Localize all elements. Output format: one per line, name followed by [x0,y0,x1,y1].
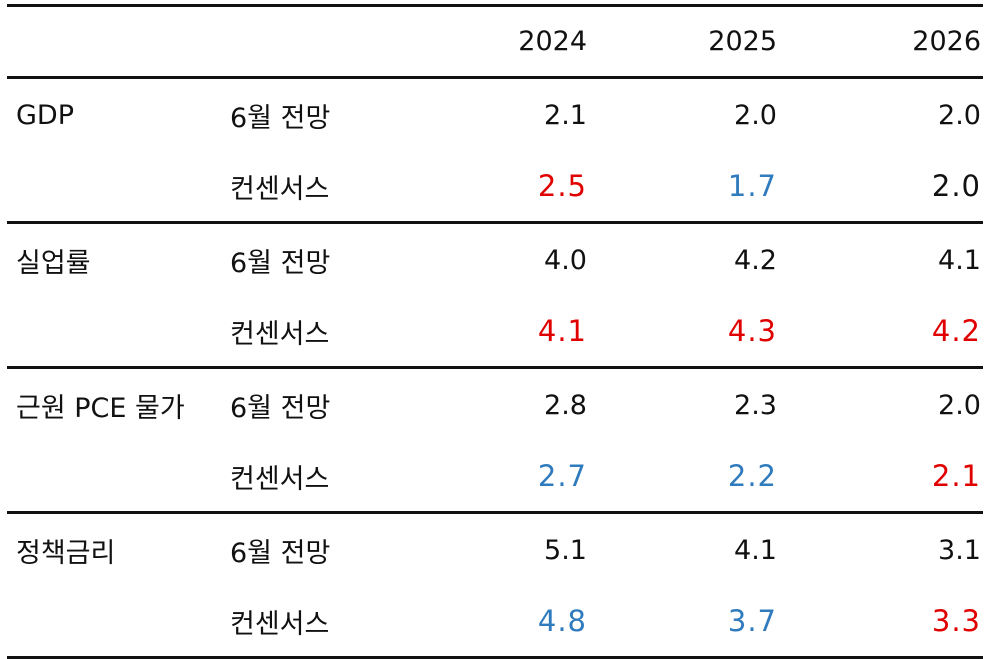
table-header: 2024 2025 2026 [7,5,983,78]
header-empty-cell [220,6,393,78]
forecast-value: 4.2 [734,244,777,276]
series-label: 6월 전망 [230,392,331,424]
forecast-value: 4.1 [938,244,981,276]
empty-cell [7,442,220,513]
forecast-value: 4.1 [734,534,777,566]
indicator-label: GDP [16,99,74,131]
empty-cell [7,152,220,223]
indicator-group-policy-rate: 정책금리 6월 전망 5.1 4.1 3.1 컨센서스 4.8 3.7 3.3 [7,512,983,658]
consensus-value: 4.1 [537,314,587,349]
consensus-value: 2.0 [931,169,981,204]
indicator-label: 정책금리 [16,537,116,569]
consensus-value: 2.2 [727,459,777,494]
consensus-value: 3.7 [727,604,777,639]
consensus-value: 4.2 [931,314,981,349]
consensus-value: 4.3 [727,314,777,349]
series-label: 컨센서스 [230,173,330,205]
series-label: 컨센서스 [230,463,330,495]
forecast-value: 2.8 [544,389,587,421]
forecast-comparison-table: 2024 2025 2026 GDP 6월 전망 2.1 2.0 2.0 컨센서… [7,4,983,659]
series-label: 6월 전망 [230,537,331,569]
series-label: 6월 전망 [230,247,331,279]
indicator-group-gdp: GDP 6월 전망 2.1 2.0 2.0 컨센서스 2.5 1.7 2.0 [7,78,983,223]
indicator-label: 근원 PCE 물가 [16,392,185,424]
forecast-value: 2.1 [544,99,587,131]
consensus-value: 2.1 [931,459,981,494]
year-header-2024: 2024 [518,26,587,57]
year-header-2025: 2025 [708,26,777,57]
table-row: 컨센서스 2.5 1.7 2.0 [7,152,983,223]
table-row: 정책금리 6월 전망 5.1 4.1 3.1 [7,512,983,587]
consensus-value: 2.7 [537,459,587,494]
forecast-value: 2.0 [938,389,981,421]
forecast-value: 5.1 [544,534,587,566]
consensus-value: 2.5 [537,169,587,204]
table-row: GDP 6월 전망 2.1 2.0 2.0 [7,78,983,152]
consensus-value: 4.8 [537,604,587,639]
table-row: 컨센서스 4.8 3.7 3.3 [7,587,983,658]
header-row: 2024 2025 2026 [7,5,983,78]
indicator-label: 실업률 [16,247,91,279]
consensus-value: 3.3 [931,604,981,639]
series-label: 컨센서스 [230,318,330,350]
table-row: 컨센서스 4.1 4.3 4.2 [7,297,983,368]
indicator-group-unemployment: 실업률 6월 전망 4.0 4.2 4.1 컨센서스 4.1 4.3 4.2 [7,222,983,368]
table-row: 컨센서스 2.7 2.2 2.1 [7,442,983,513]
forecast-value: 3.1 [938,534,981,566]
table-row: 실업률 6월 전망 4.0 4.2 4.1 [7,222,983,297]
header-empty-cell [7,6,220,78]
indicator-group-core-pce: 근원 PCE 물가 6월 전망 2.8 2.3 2.0 컨센서스 2.7 2.2… [7,367,983,513]
forecast-value: 2.3 [734,389,777,421]
consensus-value: 1.7 [727,169,777,204]
empty-cell [7,587,220,658]
year-header-2026: 2026 [912,26,981,57]
table-row: 근원 PCE 물가 6월 전망 2.8 2.3 2.0 [7,367,983,442]
forecast-value: 2.0 [734,99,777,131]
series-label: 컨센서스 [230,608,330,640]
forecast-value: 4.0 [544,244,587,276]
empty-cell [7,297,220,368]
forecast-value: 2.0 [938,99,981,131]
series-label: 6월 전망 [230,102,331,134]
